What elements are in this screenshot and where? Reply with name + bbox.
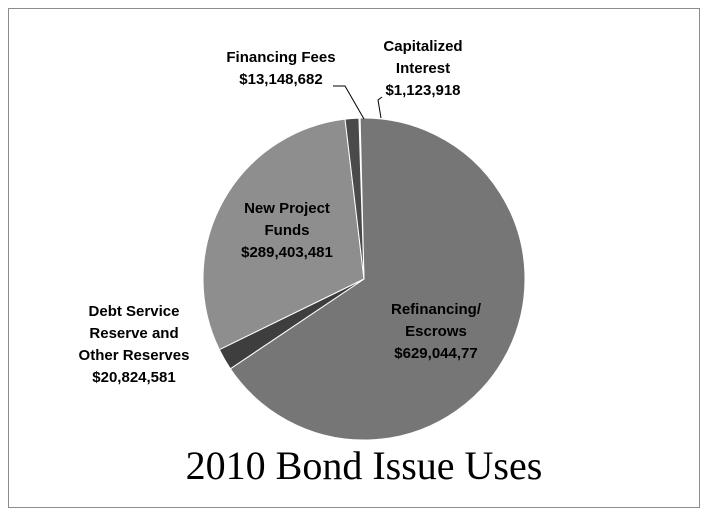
slice-value-label: $629,044,77 xyxy=(394,345,477,362)
slice-name-line: New Project xyxy=(244,200,330,217)
slice-name-line: Financing Fees xyxy=(226,49,335,66)
slice-name-line: Debt Service xyxy=(89,303,180,320)
slice-label-debt-service-reserve-and-other-reserves: Debt Service Reserve and Other Reserves $20… xyxy=(79,303,190,386)
slice-name-line: Other Reserves xyxy=(79,347,190,364)
chart-title: 2010 Bond Issue Uses xyxy=(186,443,543,480)
pie-chart: Capitalized Interest $1,123,918 Refinancing… xyxy=(79,38,543,480)
slice-labels: Capitalized Interest $1,123,918 Refinancing… xyxy=(79,38,482,386)
leader-line-capitalized-interest xyxy=(377,96,383,119)
slice-name-line: Refinancing/ xyxy=(391,301,482,318)
slice-name-line: Escrows xyxy=(405,323,467,340)
slice-name-line: Interest xyxy=(396,60,450,77)
slice-value-label: $1,123,918 xyxy=(385,82,460,99)
pie-slice-new-project-funds xyxy=(202,118,365,351)
slice-name-line: Capitalized xyxy=(383,38,462,55)
pie-slice-financing-fees xyxy=(344,117,365,280)
pie-slice-refinancing-escrows xyxy=(229,117,526,441)
slice-label-refinancing-escrows: Refinancing/Escrows $629,044,77 xyxy=(391,301,482,362)
slice-value-label: $20,824,581 xyxy=(92,369,175,386)
slice-label-new-project-funds: New Project Funds $289,403,481 xyxy=(241,200,333,261)
slice-value-label: $13,148,682 xyxy=(239,71,322,88)
slice-name-line: Funds xyxy=(265,222,310,239)
slice-label-financing-fees: Financing Fees $13,148,682 xyxy=(226,49,335,88)
slice-name-line: Reserve and xyxy=(89,325,178,342)
slice-value-label: $289,403,481 xyxy=(241,244,333,261)
leader-line-financing-fees xyxy=(333,85,365,120)
leader-lines xyxy=(333,85,383,120)
pie-slices xyxy=(202,117,526,441)
slice-label-capitalized-interest: Capitalized Interest $1,123,918 xyxy=(383,38,462,99)
